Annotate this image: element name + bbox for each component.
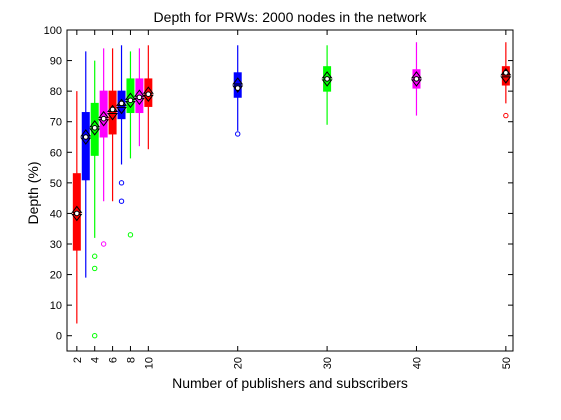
mean-marker [100,115,107,122]
mean-marker [234,85,241,91]
median-marker-lower [116,106,128,115]
x-axis: 2 4 6 8 10 20 30 40 50 [72,30,513,369]
x-tick-label: 50 [501,357,513,369]
y-tick-label: 70 [50,117,62,129]
box-group [89,60,101,339]
x-tick-label: 4 [90,357,102,363]
mean-marker [127,97,134,104]
box-body [99,90,108,138]
mean-marker [324,76,330,82]
box-group [232,45,244,137]
x-tick-label: 8 [125,357,137,363]
x-tick-label: 6 [108,357,120,363]
median-marker-lower [107,113,119,121]
y-tick-label: 20 [50,270,62,282]
mean-marker [109,106,116,113]
plot-area [71,42,512,339]
box-body [108,90,117,135]
y-axis-title: Depth (%) [25,161,41,224]
y-tick-label: 10 [50,300,62,312]
x-tick-label: 10 [143,357,155,369]
mean-marker [145,91,152,97]
box-body [233,72,242,98]
y-axis: 0 10 20 30 40 50 60 70 80 90 100 [44,25,513,343]
mean-marker [413,76,420,82]
y-tick-label: 80 [50,86,62,98]
box-group [321,45,333,125]
mean-marker [91,125,98,131]
plot-frame [66,29,514,352]
box-group [107,48,119,202]
x-tick-label: 20 [233,357,245,369]
outlier-point [118,198,125,204]
box-group [500,42,512,119]
median-marker-upper [232,77,244,85]
outlier-point [92,265,98,272]
y-tick-label: 0 [56,331,62,343]
mean-marker [503,70,509,76]
y-tick-label: 50 [50,178,62,190]
outlier-point [503,112,509,119]
outlier-point [118,180,125,186]
outlier-point [127,232,134,238]
outlier-point [100,241,107,247]
x-axis-title: Number of publishers and subscribers [172,375,408,391]
box-group [80,51,92,278]
box-group [133,48,145,147]
box-group [98,48,110,247]
outlier-point [92,253,98,259]
mean-marker [136,94,143,101]
y-tick-label: 90 [50,56,62,68]
box-group [71,91,83,324]
outlier-point [235,131,241,137]
box-body [126,78,135,114]
box-body [81,112,90,181]
y-tick-label: 30 [50,239,62,251]
box-group [116,45,128,204]
box-body [501,66,510,86]
mean-marker [118,100,125,107]
box-group [142,45,154,150]
box-group [410,42,422,116]
x-tick-label: 2 [72,357,84,363]
outlier-point [92,333,98,339]
y-tick-label: 100 [44,25,62,37]
y-tick-label: 60 [50,147,62,159]
median-marker-lower [500,76,512,84]
chart-title: Depth for PRWs: 2000 nodes in the networ… [154,9,428,25]
x-tick-label: 30 [322,357,334,369]
box-group [124,51,136,238]
x-tick-label: 40 [411,357,423,369]
mean-marker [74,210,80,217]
mean-marker [82,134,89,140]
y-tick-label: 40 [50,208,62,220]
